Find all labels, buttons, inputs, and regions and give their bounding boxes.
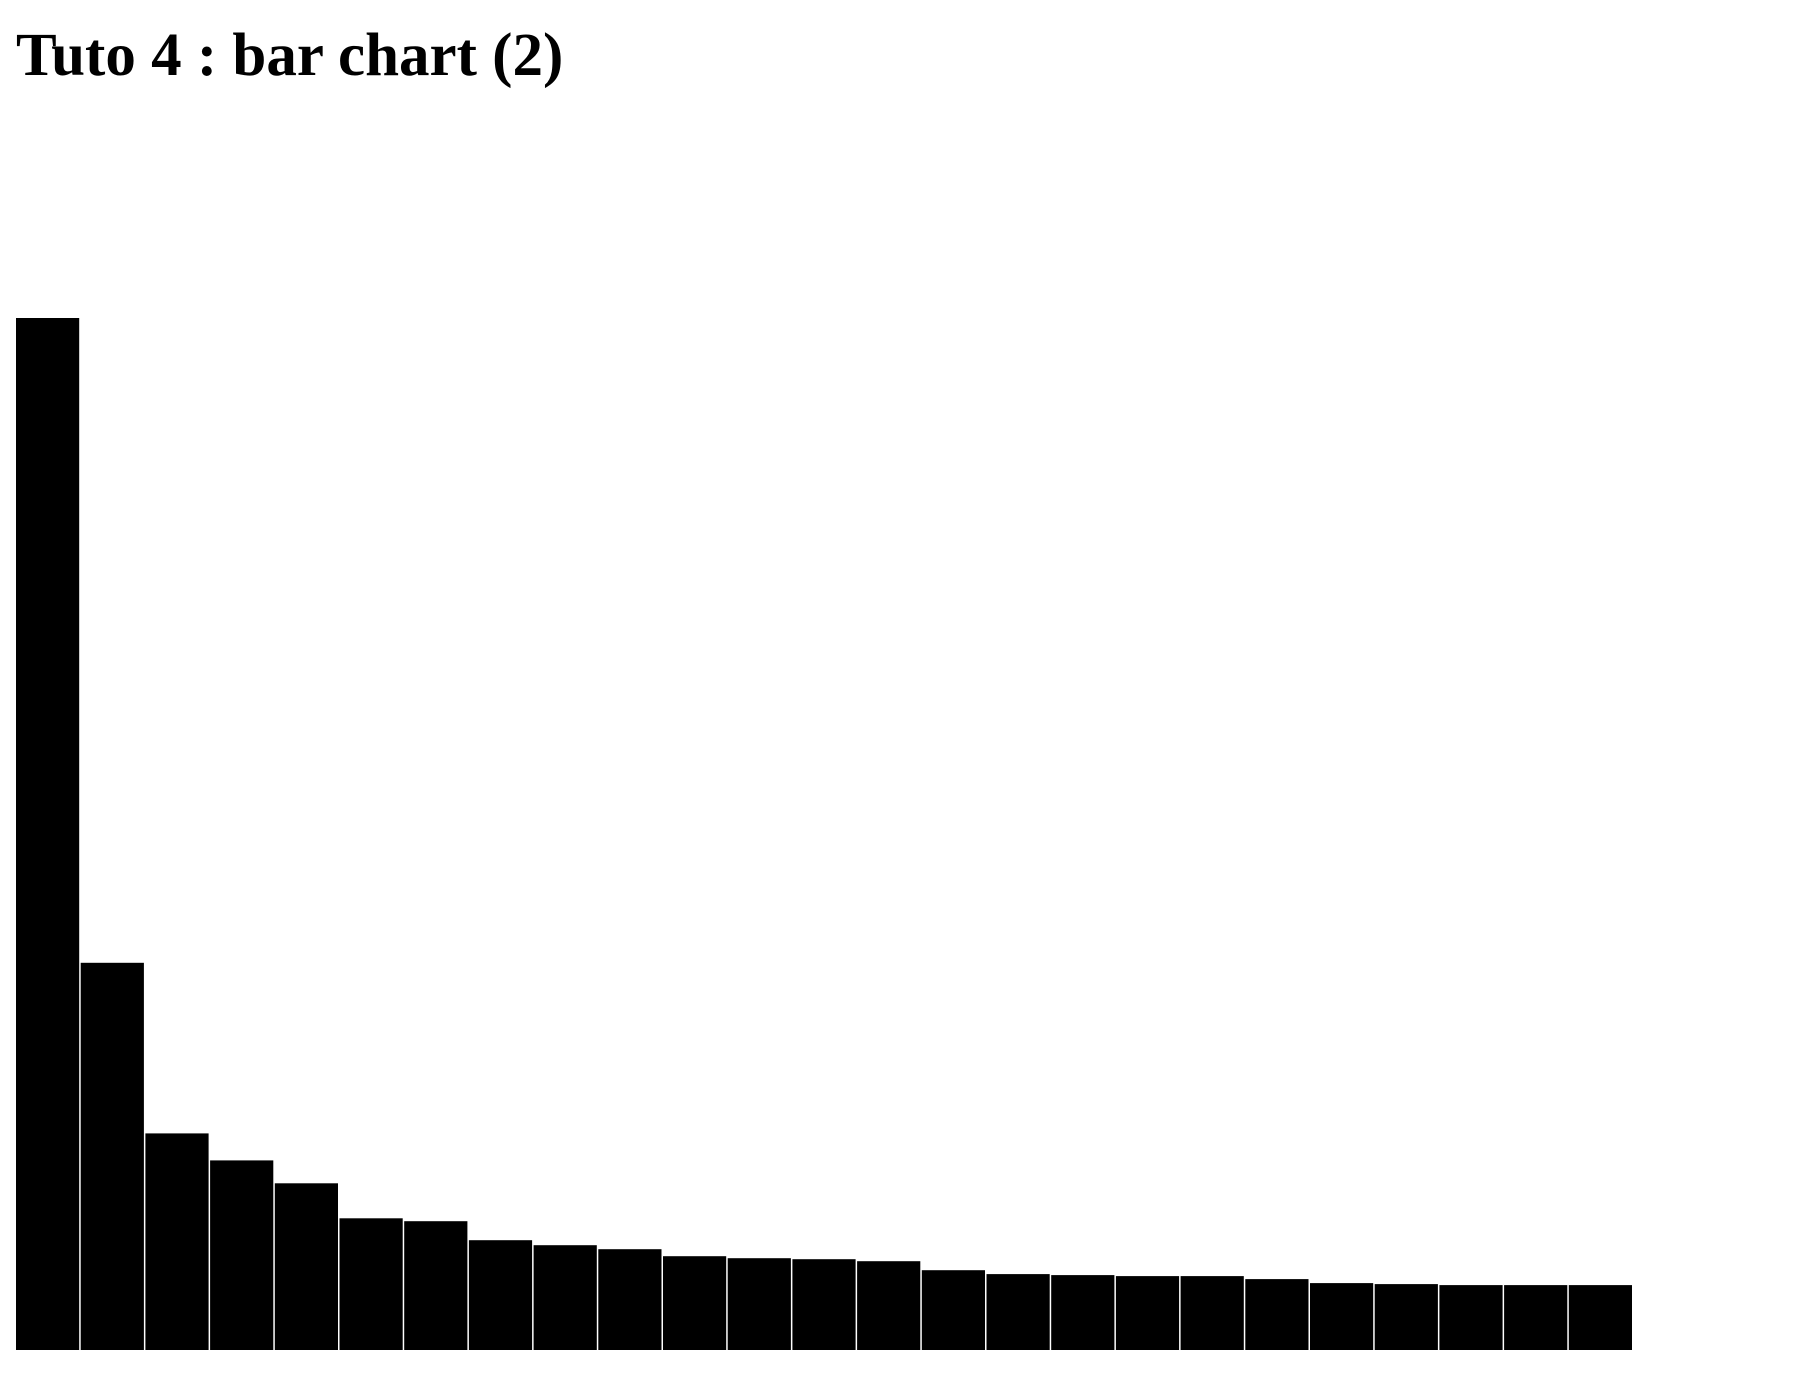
bar-14 [857, 1261, 921, 1350]
bar-10 [598, 1249, 662, 1350]
bars-group [16, 318, 1632, 1350]
bar-21 [1310, 1283, 1374, 1350]
bar-18 [1115, 1276, 1180, 1350]
bar-25 [1568, 1285, 1632, 1350]
page-title: Tuto 4 : bar chart (2) [16, 22, 564, 89]
bar-1 [16, 318, 80, 1350]
bar-7 [404, 1221, 468, 1350]
bar-20 [1245, 1279, 1309, 1350]
bar-17 [1051, 1275, 1115, 1350]
bar-8 [468, 1240, 533, 1350]
bar-4 [210, 1160, 274, 1350]
bar-15 [921, 1270, 985, 1350]
bar-9 [533, 1245, 597, 1350]
bar-3 [145, 1133, 209, 1350]
bar-24 [1504, 1285, 1568, 1350]
bar-13 [792, 1259, 856, 1350]
bar-11 [663, 1256, 727, 1350]
bar-5 [274, 1183, 338, 1350]
bar-19 [1180, 1276, 1244, 1350]
bar-12 [727, 1258, 791, 1350]
bar-16 [986, 1274, 1050, 1350]
bar-23 [1439, 1285, 1503, 1350]
bar-22 [1374, 1284, 1438, 1350]
bar-2 [80, 962, 144, 1350]
bar-6 [339, 1218, 403, 1350]
